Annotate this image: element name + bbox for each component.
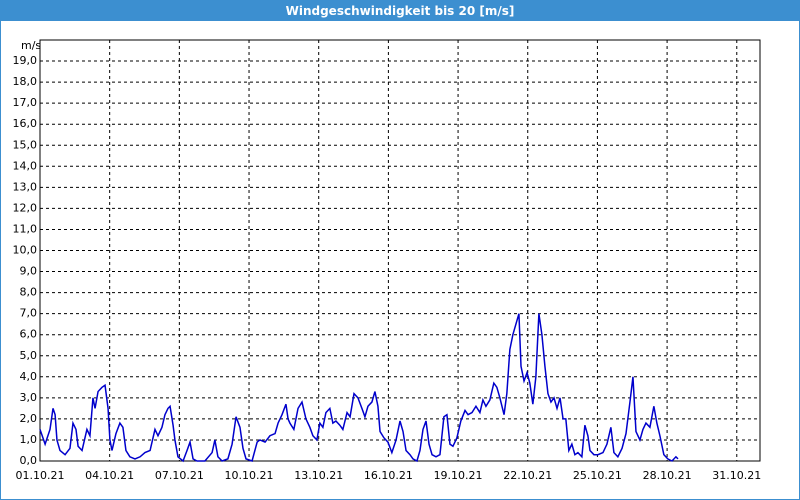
x-tick-label: 04.10.21: [85, 469, 134, 482]
y-tick-label: 9,0: [20, 265, 38, 278]
x-tick-label: 01.10.21: [16, 469, 65, 482]
y-tick-label: 1,0: [20, 433, 38, 446]
y-tick-label: 11,0: [13, 222, 38, 235]
y-tick-label: 4,0: [20, 370, 38, 383]
y-tick-label: 6,0: [20, 328, 38, 341]
x-tick-label: 31.10.21: [712, 469, 761, 482]
x-tick-label: 19.10.21: [434, 469, 483, 482]
y-tick-label: 8,0: [20, 286, 38, 299]
y-tick-label: 10,0: [13, 244, 38, 257]
y-tick-label: 7,0: [20, 307, 38, 320]
y-axis-label: m/s: [21, 39, 41, 52]
data-line: [39, 313, 679, 463]
y-tick-label: 16,0: [13, 117, 38, 130]
y-tick-label: 18,0: [13, 75, 38, 88]
x-tick-label: 28.10.21: [643, 469, 692, 482]
y-tick-label: 0,0: [20, 454, 38, 467]
x-tick-label: 10.10.21: [225, 469, 274, 482]
x-tick-label: 22.10.21: [503, 469, 552, 482]
y-tick-label: 13,0: [13, 180, 38, 193]
y-tick-label: 19,0: [13, 54, 38, 67]
y-tick-label: 2,0: [20, 412, 38, 425]
y-tick-label: 3,0: [20, 391, 38, 404]
chart-title: Windgeschwindigkeit bis 20 [m/s]: [1, 1, 799, 21]
y-tick-label: 14,0: [13, 159, 38, 172]
plot-frame: [39, 39, 761, 462]
x-tick-label: 07.10.21: [155, 469, 204, 482]
x-tick-label: 13.10.21: [294, 469, 343, 482]
y-tick-label: 17,0: [13, 96, 38, 109]
x-tick-label: 25.10.21: [573, 469, 622, 482]
y-tick-label: 15,0: [13, 138, 38, 151]
y-tick-label: 12,0: [13, 201, 38, 214]
x-tick-label: 16.10.21: [364, 469, 413, 482]
y-tick-label: 5,0: [20, 349, 38, 362]
